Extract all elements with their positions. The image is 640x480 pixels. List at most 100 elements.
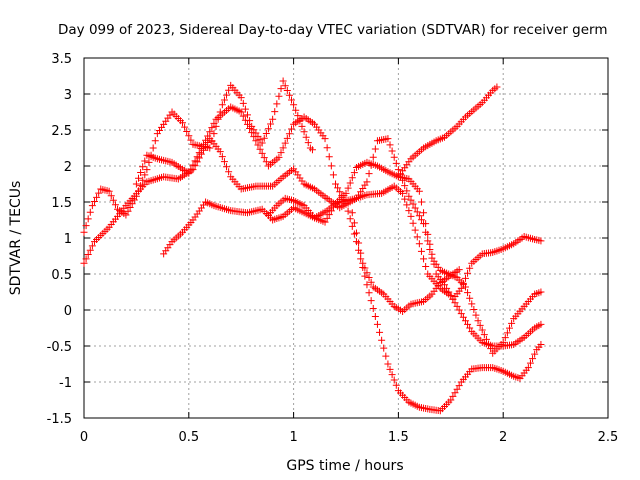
data-point	[195, 149, 203, 157]
data-point	[346, 179, 354, 187]
data-point	[348, 209, 356, 217]
data-point	[466, 294, 474, 302]
data-point	[246, 124, 254, 132]
data-point	[348, 174, 356, 182]
data-point	[407, 196, 415, 204]
data-point	[329, 171, 337, 179]
chart-grid	[84, 58, 608, 418]
data-point	[304, 139, 312, 147]
data-point	[223, 163, 231, 171]
data-point	[365, 170, 373, 178]
data-point	[189, 161, 197, 169]
data-point	[367, 278, 375, 286]
data-point	[218, 101, 226, 109]
data-point	[344, 184, 352, 192]
data-point	[105, 187, 113, 195]
data-point	[346, 215, 354, 223]
data-point	[181, 123, 189, 131]
data-point	[449, 392, 457, 400]
data-point	[321, 135, 329, 143]
y-tick-label: -1.5	[47, 412, 72, 427]
data-point	[367, 297, 375, 305]
data-point	[126, 203, 134, 211]
data-point	[409, 219, 417, 227]
data-point	[405, 207, 413, 215]
data-point	[478, 326, 486, 334]
data-point	[392, 159, 400, 167]
data-point	[109, 196, 117, 204]
data-point	[288, 125, 296, 133]
data-point	[193, 153, 201, 161]
data-point	[124, 207, 132, 215]
data-point	[476, 321, 484, 329]
data-point	[179, 119, 187, 127]
data-point	[107, 192, 115, 200]
data-point	[422, 220, 430, 228]
data-point	[363, 281, 371, 289]
data-point	[445, 288, 453, 296]
x-tick-label: 0.5	[178, 430, 199, 445]
data-point	[392, 381, 400, 389]
data-point	[457, 310, 465, 318]
data-point	[325, 211, 333, 219]
data-point	[250, 133, 258, 141]
data-point	[455, 266, 463, 274]
data-point	[426, 240, 434, 248]
data-point	[382, 352, 390, 360]
data-point	[122, 211, 130, 219]
data-point	[417, 247, 425, 255]
data-point	[413, 233, 421, 241]
data-point	[223, 91, 231, 99]
data-point	[411, 226, 419, 234]
data-point	[183, 127, 191, 135]
data-point	[187, 165, 195, 173]
y-tick-label: 3	[64, 88, 72, 103]
data-point	[403, 187, 411, 195]
x-tick-label: 2.5	[598, 430, 619, 445]
data-point	[139, 163, 147, 171]
data-point	[132, 180, 140, 188]
series-sat-b	[80, 135, 545, 357]
data-point	[277, 149, 285, 157]
data-point	[415, 240, 423, 248]
data-point	[283, 87, 291, 95]
y-tick-label: 0.5	[51, 268, 72, 283]
y-tick-label: 1	[64, 232, 72, 247]
data-point	[248, 129, 256, 137]
data-point	[80, 228, 88, 236]
data-point	[529, 355, 537, 363]
data-point	[256, 145, 264, 153]
data-point	[239, 112, 247, 120]
data-point	[267, 120, 275, 128]
data-point	[443, 284, 451, 292]
x-tick-label: 0	[80, 430, 88, 445]
data-point	[363, 178, 371, 186]
data-point	[390, 376, 398, 384]
data-point	[413, 208, 421, 216]
data-point	[403, 201, 411, 209]
data-point	[262, 158, 270, 166]
data-point	[508, 319, 516, 327]
data-point	[323, 214, 331, 222]
series-sat-c	[132, 103, 545, 415]
data-point	[526, 359, 534, 367]
data-point	[422, 262, 430, 270]
data-point	[139, 176, 147, 184]
data-point	[415, 212, 423, 220]
data-point	[86, 246, 94, 254]
data-point	[401, 182, 409, 190]
data-point	[357, 249, 365, 257]
x-tick-label: 1.5	[388, 430, 409, 445]
data-point	[206, 128, 214, 136]
data-point	[262, 129, 270, 137]
data-point	[388, 147, 396, 155]
data-point	[420, 255, 428, 263]
data-point	[401, 195, 409, 203]
data-point	[292, 106, 300, 114]
data-point	[273, 100, 281, 108]
data-point	[288, 96, 296, 104]
x-axis-label: GPS time / hours	[286, 458, 403, 474]
data-point	[505, 324, 513, 332]
data-point	[327, 207, 335, 215]
data-point	[376, 328, 384, 336]
